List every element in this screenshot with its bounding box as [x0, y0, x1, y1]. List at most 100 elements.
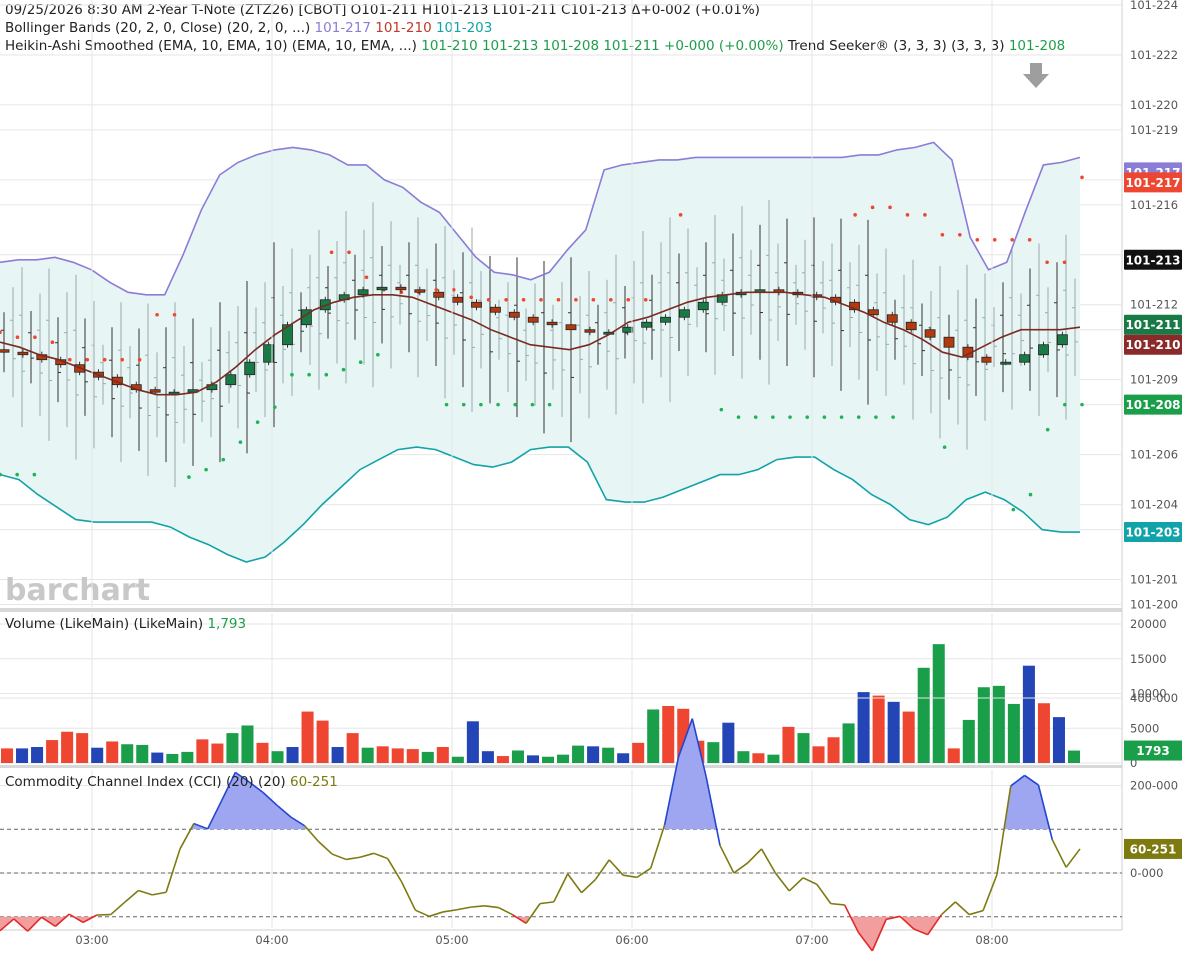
time-axis-tick-label: 07:00: [795, 933, 828, 947]
volume-bar: [181, 751, 194, 763]
volume-bar: [256, 742, 269, 763]
volume-bar: [31, 747, 44, 763]
cci-line-segment: [940, 901, 956, 916]
trend-seeker-up-dot: [891, 415, 895, 419]
volume-bar: [782, 726, 795, 763]
price-axis-tick-label: 101-222: [1130, 48, 1178, 62]
cci-line-segment: [636, 867, 652, 879]
cci-line-segment: [68, 913, 84, 924]
cci-line-segment: [470, 905, 485, 908]
cci-line-segment: [1024, 774, 1039, 786]
ha-candle-up: [1019, 354, 1030, 363]
cci-line-segment: [220, 772, 237, 802]
volume-bar: [376, 746, 389, 763]
ha-candle-up: [282, 324, 293, 346]
trend-seeker-down-dot: [1010, 238, 1014, 242]
trend-seeker-down-dot: [958, 233, 962, 237]
trend-seeker-up-dot: [805, 415, 810, 419]
ha-candle-up: [679, 309, 690, 318]
trend-seeker-up-dot: [822, 415, 827, 419]
volume-bar: [632, 742, 645, 763]
pane-divider-volume-cci: [0, 765, 1122, 768]
trend-seeker-down-dot: [626, 297, 631, 302]
volume-bar: [226, 733, 239, 763]
cci-line-segment: [206, 800, 223, 830]
volume-bar: [932, 644, 945, 763]
cci-line-segment: [317, 840, 333, 855]
trend-seeker-down-dot: [591, 297, 596, 302]
volume-bar: [496, 756, 509, 763]
trend-seeker-down-dot: [1062, 260, 1067, 265]
volume-bar: [346, 733, 359, 763]
price-flag: [1124, 522, 1182, 543]
volume-bar: [617, 753, 630, 763]
ha-candle-down: [149, 389, 161, 393]
price-axis-tick-label: 101-206: [1130, 448, 1178, 462]
cci-line-segment: [373, 852, 388, 860]
bollinger-band-fill: [0, 142, 1080, 562]
cci-axis-tick-label: 0-000: [1130, 866, 1163, 880]
ha-candle-up: [641, 321, 652, 328]
cci-flag: [1124, 838, 1182, 859]
trend-seeker-up-dot: [1080, 402, 1084, 407]
trend-seeker-down-dot: [521, 297, 526, 302]
volume-bar: [466, 721, 479, 763]
volume-bar: [136, 744, 149, 763]
heikin-ashi-values: 101-210 101-213 101-208 101-211 +0-000 (…: [421, 38, 784, 54]
cci-header[interactable]: Commodity Channel Index (CCI) (20) (20) …: [5, 774, 338, 790]
trend-seeker-down-dot: [15, 335, 20, 340]
trend-seeker-down-dot: [347, 250, 351, 255]
volume-flag: [1124, 740, 1182, 761]
volume-bar: [526, 755, 539, 763]
trend-seeker-up-dot: [187, 475, 191, 479]
ha-candle-down: [433, 291, 445, 298]
trend-seeker-up-dot: [32, 472, 37, 477]
volume-flag-label: 1793: [1136, 744, 1169, 758]
cci-line-segment: [733, 862, 749, 874]
ha-candle-up: [1038, 344, 1049, 356]
header-heikin-ashi-line[interactable]: Heikin-Ashi Smoothed (EMA, 10, EMA, 10) …: [5, 38, 1065, 54]
cci-line-segment: [816, 883, 832, 905]
bollinger-middle-line: [0, 291, 1081, 396]
header-quote-line: 09/25/2026 8:30 AM 2-Year T-Note (ZTZ26)…: [5, 2, 760, 18]
bollinger-mid-value: 101-210: [375, 20, 432, 36]
volume-bar: [211, 743, 224, 763]
ha-candle-down: [527, 316, 539, 323]
trend-seeker-down-dot: [1027, 238, 1032, 242]
cci-line-segment: [276, 804, 292, 818]
volume-bar: [286, 747, 299, 763]
price-flag-label: 101-208: [1125, 398, 1180, 412]
volume-bar: [406, 749, 419, 763]
cci-line-segment: [774, 872, 790, 892]
cci-line-segment: [677, 718, 694, 758]
volume-bar: [722, 722, 735, 763]
cci-line-segment: [719, 845, 735, 874]
price-flag: [1124, 394, 1182, 415]
time-axis-tick-label: 03:00: [75, 933, 108, 947]
ha-candle-down: [0, 349, 10, 353]
cci-line-segment: [456, 906, 471, 911]
volume-axis-tick-label: 10000: [1130, 687, 1167, 701]
price-axis-tick-label: 101-201: [1130, 573, 1178, 587]
volume-bar: [166, 753, 179, 763]
trend-seeker-up-dot: [496, 402, 500, 407]
cci-line-segment: [54, 913, 70, 927]
cci-line-segment: [843, 904, 860, 933]
bollinger-upper-value: 101-217: [314, 20, 371, 36]
bollinger-lower-line: [0, 446, 1080, 563]
cci-line-segment: [996, 785, 1012, 875]
header-bollinger-line[interactable]: Bollinger Bands (20, 2, 0, Close) (20, 2…: [5, 20, 492, 36]
cci-line-segment: [663, 756, 680, 826]
trend-seeker-up-dot: [376, 352, 380, 357]
volume-bar: [1067, 750, 1080, 763]
trend-seeker-down-dot: [643, 297, 648, 302]
volume-header[interactable]: Volume (LikeMain) (LikeMain) 1,793: [5, 616, 246, 632]
cci-oversold-fill: [0, 916, 67, 932]
volume-bar: [542, 756, 555, 763]
trend-seeker-down-dot: [992, 238, 997, 242]
trend-seeker-up-dot: [272, 405, 277, 409]
ha-candle-up: [1000, 361, 1012, 365]
trend-seeker-down-dot: [434, 287, 439, 292]
trend-seeker-up-dot: [788, 415, 792, 419]
